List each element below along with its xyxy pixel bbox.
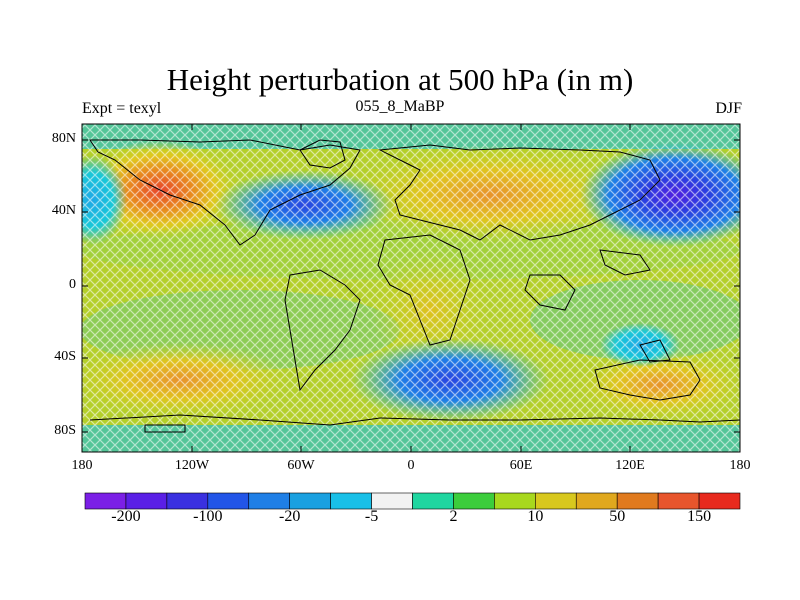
lat-label-4: 80S bbox=[54, 423, 76, 438]
lon-label-5: 120E bbox=[615, 458, 645, 473]
colorbar-swatch-2 bbox=[166, 492, 209, 510]
season-label: DJF bbox=[715, 100, 742, 117]
colorbar-swatch-12 bbox=[575, 492, 618, 510]
lon-label-2: 60W bbox=[287, 458, 315, 473]
axis-ticks bbox=[81, 124, 741, 452]
field-layer bbox=[82, 124, 740, 452]
colorbar-swatch-8 bbox=[412, 492, 454, 510]
colorbar-label-2: -20 bbox=[279, 508, 301, 525]
colorbar-swatch-10 bbox=[494, 492, 536, 510]
lon-label-6: 180 bbox=[729, 458, 751, 473]
map-title: Height perturbation at 500 hPa (in m) bbox=[166, 62, 634, 97]
colorbar-label-7: 150 bbox=[687, 508, 712, 525]
lon-label-4: 60E bbox=[509, 458, 533, 473]
lat-label-3: 40S bbox=[54, 349, 76, 364]
lat-label-1: 40N bbox=[51, 203, 76, 218]
coastlines bbox=[89, 139, 740, 433]
colorbar-swatch-5 bbox=[289, 492, 331, 510]
experiment-label: Expt = texyl bbox=[82, 100, 162, 117]
lat-label-0: 80N bbox=[51, 131, 76, 146]
colorbar-swatch-7 bbox=[371, 492, 413, 510]
colorbar-label-0: -200 bbox=[111, 508, 141, 525]
colorbar-swatch-14 bbox=[657, 492, 700, 510]
colorbar-swatch-15 bbox=[698, 492, 741, 510]
lat-label-2: 0 bbox=[69, 277, 76, 292]
lon-label-0: 180 bbox=[71, 458, 93, 473]
colorbar-swatch-4 bbox=[248, 492, 290, 510]
colorbar-label-3: -5 bbox=[364, 508, 379, 525]
colorbar-swatch-3 bbox=[207, 492, 250, 510]
colorbar-label-1: -100 bbox=[193, 508, 223, 525]
colorbar-swatch-6 bbox=[330, 492, 372, 510]
colorbar-swatch-9 bbox=[453, 492, 495, 510]
colorbar-swatch-0 bbox=[84, 492, 127, 510]
colorbar-swatch-1 bbox=[125, 492, 168, 510]
colorbar-swatch-11 bbox=[535, 492, 577, 510]
colorbar-label-6: 50 bbox=[609, 508, 626, 525]
lon-label-3: 0 bbox=[407, 458, 415, 473]
colorbar-label-5: 10 bbox=[527, 508, 544, 525]
lon-label-1: 120W bbox=[174, 458, 210, 473]
colorbar-label-4: 2 bbox=[449, 508, 458, 525]
run-label: 055_8_MaBP bbox=[355, 98, 445, 115]
colorbar bbox=[84, 492, 741, 510]
colorbar-swatch-13 bbox=[616, 492, 659, 510]
